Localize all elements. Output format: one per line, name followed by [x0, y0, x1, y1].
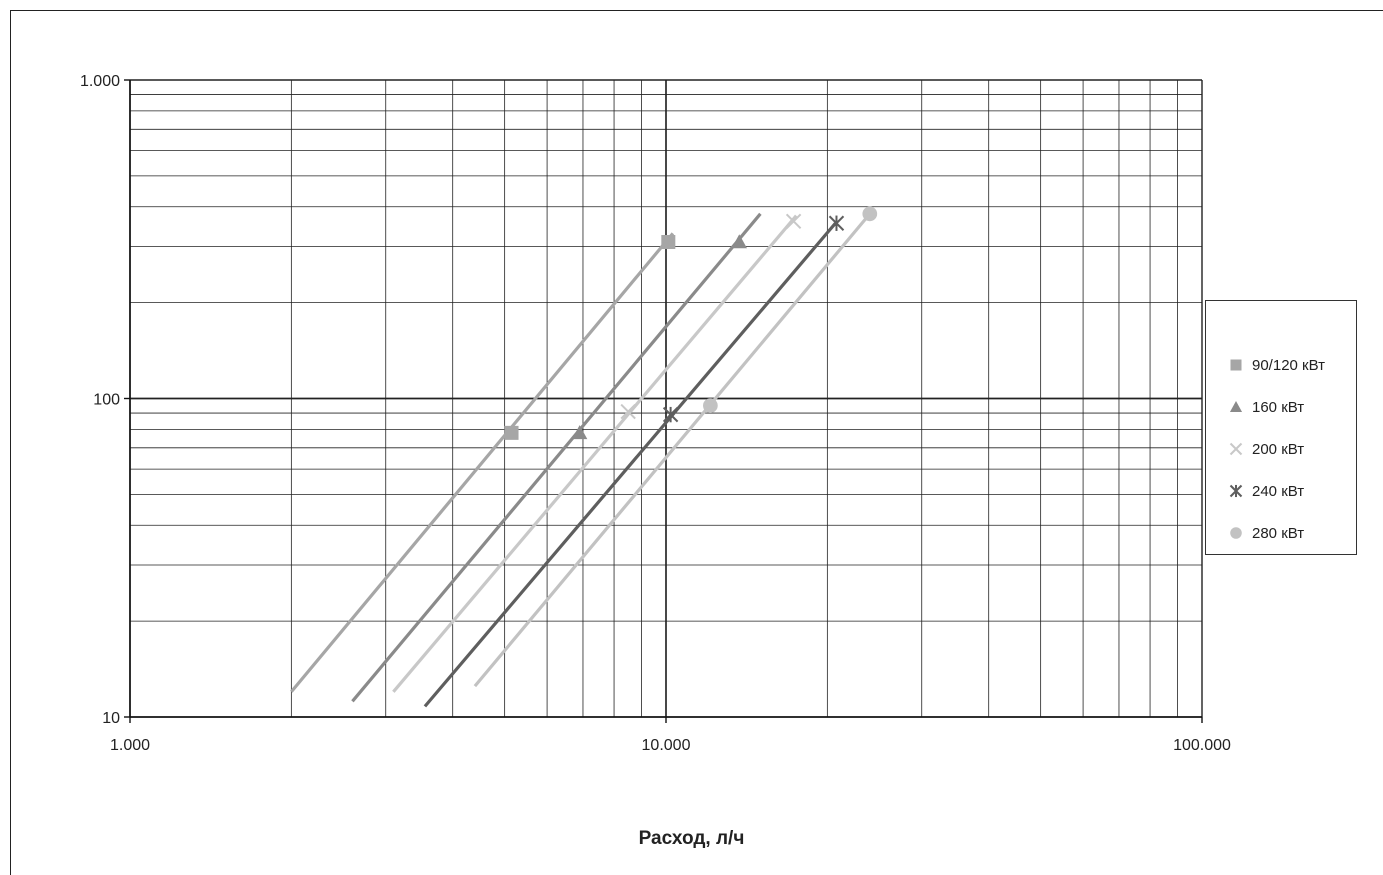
- legend-marker: [1229, 484, 1243, 498]
- legend: 90/120 кВт 160 кВт 200 кВт 240 кВт 280 кВт: [1205, 300, 1357, 555]
- series-line-3: [423, 222, 837, 708]
- legend-marker: [1230, 359, 1242, 371]
- series-2-point: [620, 403, 636, 420]
- legend-marker-icon: [1229, 484, 1243, 498]
- series-lines: [290, 212, 872, 708]
- legend-marker-icon: [1230, 527, 1242, 539]
- legend-label: 240 кВт: [1252, 482, 1305, 500]
- legend-item: 160 кВт: [1228, 395, 1304, 419]
- series-0-point: [504, 425, 519, 440]
- series-2-point-stroke: [620, 403, 636, 420]
- legend-label: 280 кВт: [1252, 524, 1305, 542]
- series-4-point: [703, 398, 718, 413]
- series-2-point-stroke: [785, 213, 802, 230]
- series-0-point: [661, 235, 676, 250]
- legend-label: 90/120 кВт: [1252, 356, 1325, 374]
- series-4-point: [862, 206, 878, 222]
- legend-marker-icon: [1229, 442, 1243, 456]
- legend-marker-icon: [1229, 400, 1243, 412]
- grid-lines: [129, 79, 1203, 718]
- legend-item: 200 кВт: [1228, 437, 1304, 461]
- x-axis-label: Расход, л/ч: [638, 828, 745, 849]
- series-1-point: [731, 234, 747, 249]
- axes: [124, 79, 1203, 723]
- legend-label: 200 кВт: [1252, 440, 1305, 458]
- series-line-4: [473, 212, 872, 688]
- chart-frame: [10, 10, 1383, 875]
- legend-item: 280 кВт: [1228, 521, 1304, 545]
- legend-marker-stroke: [1229, 442, 1243, 456]
- x-tick-label: 10.000: [642, 737, 691, 754]
- series-2-point: [785, 213, 802, 230]
- y-tick-label: 10: [102, 710, 120, 727]
- x-tick-label: 100.000: [1173, 737, 1231, 754]
- legend-marker: [1230, 527, 1242, 539]
- y-tick-label: 1.000: [80, 73, 120, 90]
- legend-item: 240 кВт: [1228, 479, 1304, 503]
- series-1-point: [571, 425, 588, 440]
- series-line-0: [290, 232, 675, 693]
- y-tick-label: 100: [93, 392, 120, 409]
- tick-labels: 10 100 1.000 1.000 10.000 100.000: [80, 73, 1231, 754]
- legend-marker-icon: [1230, 359, 1242, 371]
- legend-marker: [1229, 442, 1243, 456]
- series-points: [504, 206, 878, 440]
- legend-label: 160 кВт: [1252, 398, 1305, 416]
- x-tick-label: 1.000: [110, 737, 150, 754]
- series-line-2: [392, 214, 798, 693]
- legend-marker: [1229, 400, 1243, 412]
- series-3-point: [662, 406, 679, 423]
- series-3-point: [828, 215, 845, 231]
- series-line-1: [351, 212, 762, 703]
- legend-item: 90/120 кВт: [1228, 353, 1325, 377]
